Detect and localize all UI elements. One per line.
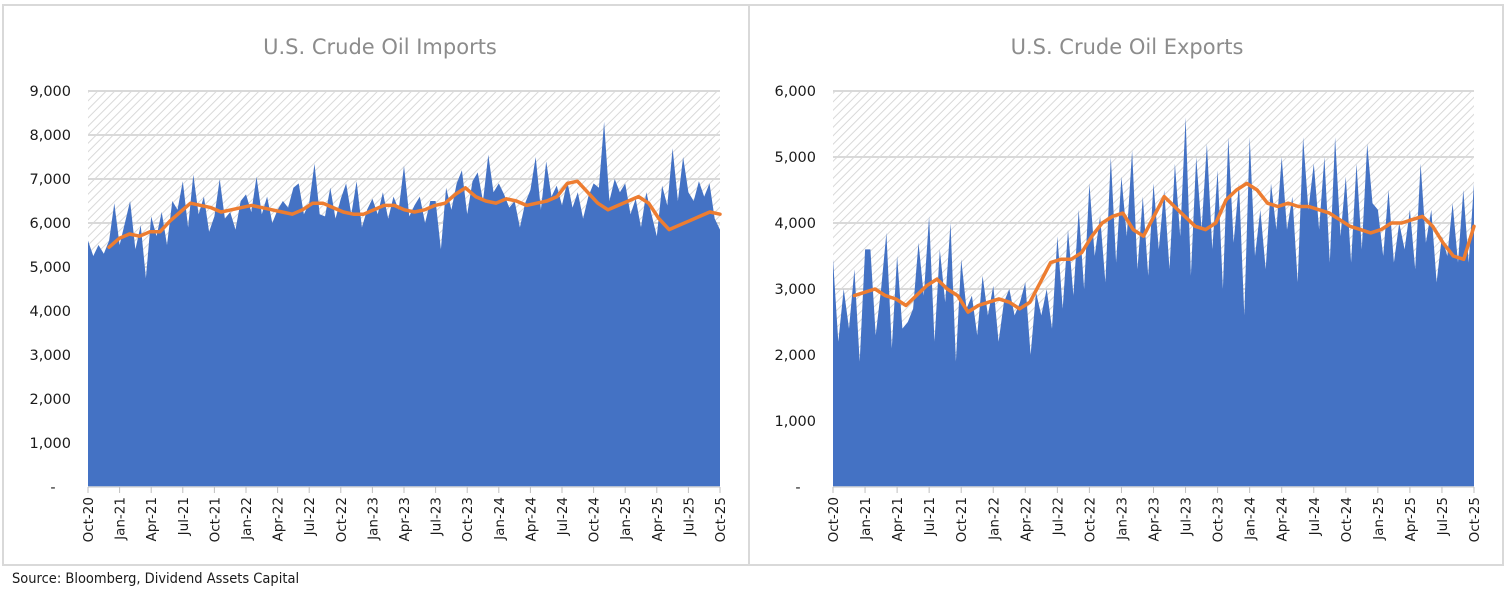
x-tick-label: Jul-25 [681, 497, 697, 536]
exports-chart: U.S. Crude Oil Exports - 1,000 2,000 3,000 4,… [774, 35, 1483, 542]
y-tick-label: 3,000 [29, 348, 71, 364]
x-tick-label: Oct-25 [713, 497, 729, 542]
x-tick-label: Oct-24 [587, 497, 603, 542]
y-tick-label: 6,000 [29, 216, 71, 232]
y-tick-label: 1,000 [774, 414, 816, 430]
x-tick-label: Jan-23 [365, 497, 381, 541]
x-tick-label: Apr-24 [1275, 497, 1291, 542]
x-tick-label: Jan-21 [113, 497, 129, 541]
x-tick-label: Jul-22 [1050, 497, 1066, 536]
x-tick-label: Jan-23 [1114, 497, 1130, 541]
x-tick-label: Jul-22 [302, 497, 318, 536]
x-tick-label: Apr-22 [1018, 497, 1034, 542]
moving-average-line-imports [107, 179, 722, 249]
x-tick-label: Jan-25 [618, 497, 634, 541]
exports-chart-panel: U.S. Crude Oil Exports - 1,000 2,000 3,000 4,… [748, 4, 1504, 566]
x-tick-label: Oct-21 [207, 497, 223, 542]
y-tick-label: 6,000 [774, 84, 816, 100]
moving-average-line-exports [852, 181, 1476, 314]
y-tick-label: 7,000 [29, 172, 71, 188]
x-tick-label: Jan-24 [492, 497, 508, 541]
y-tick-label: - [50, 480, 55, 496]
y-tick-label: 9,000 [29, 84, 71, 100]
x-tick-label: Jul-23 [1179, 497, 1195, 536]
source-note: Source: Bloomberg, Dividend Assets Capit… [12, 571, 300, 587]
x-tick-label: Apr-25 [650, 497, 666, 542]
x-tick-label: Oct-24 [1339, 497, 1355, 542]
x-tick-label: Jul-21 [176, 497, 192, 536]
x-tick-label: Jul-24 [555, 497, 571, 536]
x-tick-label: Apr-25 [1403, 497, 1419, 542]
x-tick-label: Apr-24 [523, 497, 539, 542]
x-tick-label: Oct-21 [954, 497, 970, 542]
x-tick-label: Jan-24 [1243, 497, 1259, 541]
x-tick-label: Jul-21 [922, 497, 938, 536]
x-tick-label: Oct-23 [1211, 497, 1227, 542]
x-tick-label: Apr-22 [271, 497, 287, 542]
x-tick-label: Oct-25 [1467, 497, 1483, 542]
x-tick-label: Oct-23 [460, 497, 476, 542]
x-tick-label: Apr-23 [397, 497, 413, 542]
y-tick-label: 4,000 [774, 216, 816, 232]
chart-title: U.S. Crude Oil Exports [1011, 35, 1244, 59]
imports-chart-panel: U.S. Crude Oil Imports - 1,000 2,000 3,000 4,… [2, 4, 750, 566]
y-tick-label: 1,000 [29, 436, 71, 452]
imports-chart: U.S. Crude Oil Imports - 1,000 2,000 3,000 4,… [29, 35, 729, 542]
y-tick-label: 8,000 [29, 128, 71, 144]
x-tick-label: Jan-21 [858, 497, 874, 541]
x-tick-label: Oct-22 [334, 497, 350, 542]
x-tick-label: Apr-23 [1147, 497, 1163, 542]
x-tick-label: Apr-21 [890, 497, 906, 542]
y-tick-label: 4,000 [29, 304, 71, 320]
area-series-imports [88, 121, 720, 488]
y-tick-label: 2,000 [774, 348, 816, 364]
x-tick-label: Jan-25 [1371, 497, 1387, 541]
y-tick-label: - [795, 480, 800, 496]
x-tick-label: Jan-22 [986, 497, 1002, 541]
x-tick-label: Jul-23 [429, 497, 445, 536]
x-tick-label: Oct-20 [81, 497, 97, 542]
x-tick-label: Jul-25 [1435, 497, 1451, 536]
y-tick-label: 2,000 [29, 392, 71, 408]
x-tick-label: Apr-21 [144, 497, 160, 542]
chart-title: U.S. Crude Oil Imports [263, 35, 497, 59]
x-tick-label: Jul-24 [1307, 497, 1323, 536]
y-tick-label: 5,000 [29, 260, 71, 276]
x-tick-label: Jan-22 [239, 497, 255, 541]
x-tick-label: Oct-20 [826, 497, 842, 542]
y-tick-label: 3,000 [774, 282, 816, 298]
x-tick-label: Oct-22 [1082, 497, 1098, 542]
y-tick-label: 5,000 [774, 150, 816, 166]
